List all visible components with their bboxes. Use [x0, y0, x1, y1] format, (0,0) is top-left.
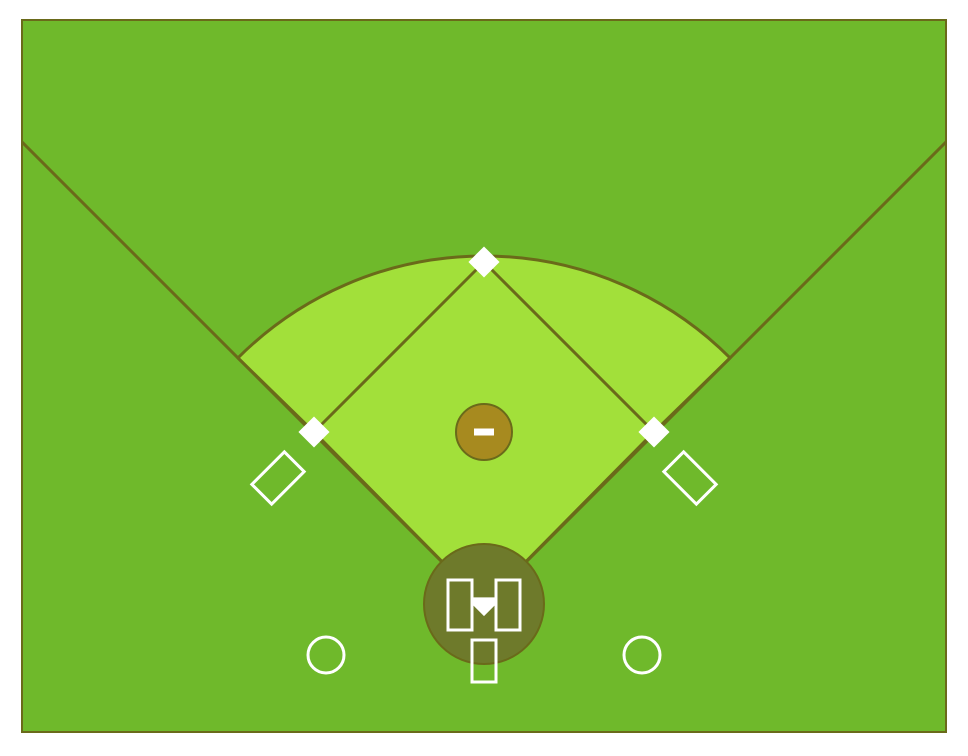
pitchers-rubber — [474, 429, 494, 436]
baseball-field-diagram — [0, 0, 968, 756]
